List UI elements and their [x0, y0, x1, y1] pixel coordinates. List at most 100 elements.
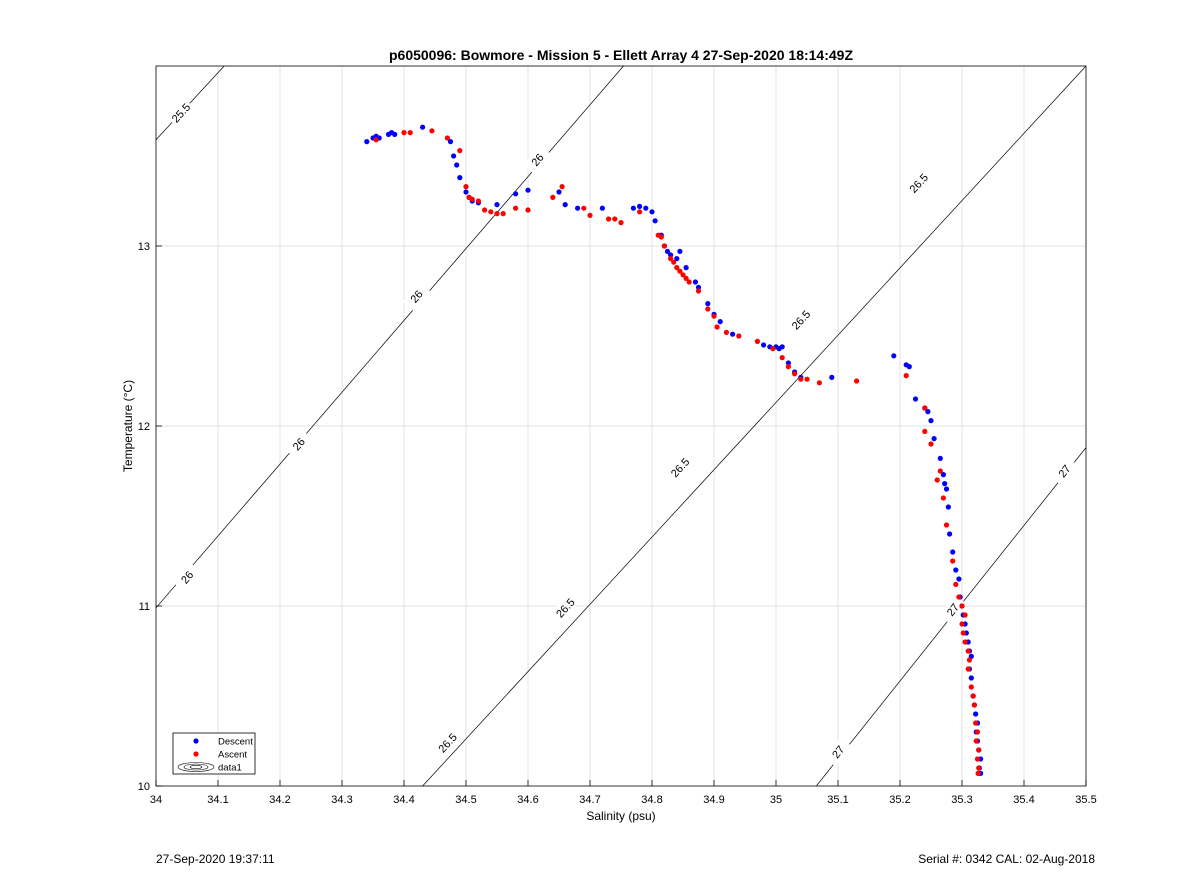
- ascent-point: [956, 594, 962, 600]
- ascent-point: [976, 747, 982, 753]
- grid: [156, 66, 1086, 786]
- ascent-point: [928, 441, 934, 447]
- descent-point: [928, 418, 934, 424]
- ascent-point: [714, 324, 720, 330]
- ascent-point: [962, 639, 968, 645]
- x-tick-label: 34.9: [703, 794, 724, 806]
- axis-ticks: 34 34.1 34.2 34.3 34.4 34.5 34.6 34.7 34.8 34.9 35…: [138, 241, 1097, 806]
- y-tick-label: 11: [139, 601, 150, 613]
- ascent-point: [674, 265, 680, 271]
- descent-point: [953, 567, 959, 573]
- ascent-point: [401, 130, 407, 136]
- descent-point: [494, 202, 500, 208]
- ascent-point: [457, 148, 463, 154]
- ascent-point: [922, 405, 928, 411]
- descent-point: [717, 319, 723, 325]
- footer-timestamp: 27-Sep-2020 19:37:11: [156, 852, 275, 866]
- descent-point: [556, 189, 562, 195]
- legend-ascent-marker: [193, 751, 199, 757]
- ascent-point: [854, 378, 860, 384]
- descent-point: [829, 374, 835, 380]
- ascent-point: [494, 211, 500, 217]
- contour-label-bg: [786, 305, 815, 335]
- descent-point: [420, 124, 426, 130]
- descent-point: [664, 248, 671, 254]
- ascent-point: [618, 220, 624, 226]
- ascent-point: [736, 333, 742, 339]
- legend-descent-marker: [193, 738, 199, 744]
- ascent-point: [637, 209, 643, 215]
- ascent-point: [407, 130, 413, 136]
- x-tick-label: 34: [150, 794, 162, 806]
- ascent-point: [488, 209, 494, 215]
- ascent-point: [711, 313, 717, 319]
- y-tick-label: 10: [138, 781, 150, 793]
- ascent-point: [705, 306, 711, 312]
- descent-point: [652, 218, 658, 224]
- descent-point: [950, 549, 956, 555]
- contour-label-bg: [665, 453, 694, 482]
- x-tick-label: 34.6: [517, 794, 538, 806]
- descent-point: [947, 531, 953, 537]
- descent-point: [912, 396, 919, 402]
- ascent-point: [960, 630, 966, 636]
- ascent-point: [971, 702, 978, 708]
- descent-point: [942, 481, 948, 487]
- legend-data1-label: data1: [218, 763, 242, 774]
- chart-title: p6050096: Bowmore - Mission 5 - Ellett A…: [389, 47, 853, 63]
- descent-point: [730, 331, 736, 337]
- ascent-point: [940, 495, 947, 501]
- descent-point: [454, 162, 460, 168]
- descent-point: [463, 189, 469, 195]
- legend-contour-icon: [177, 762, 215, 772]
- contour-line-26.5: [422, 65, 1087, 787]
- descent-point: [945, 504, 951, 510]
- ascent-point: [903, 373, 909, 379]
- descent-point: [925, 409, 931, 415]
- contour-label-bg: [173, 562, 201, 592]
- contour-label-bg: [939, 595, 967, 625]
- x-tick-label: 35.3: [951, 794, 972, 806]
- descent-point: [562, 202, 568, 208]
- ascent-point: [962, 612, 968, 618]
- x-tick-label: 34.4: [393, 794, 414, 806]
- x-tick-label: 34.3: [331, 794, 352, 806]
- ascent-point: [475, 198, 481, 204]
- ascent-point: [373, 137, 379, 143]
- descent-point: [968, 675, 974, 681]
- ascent-point: [559, 184, 565, 190]
- ascent-point: [680, 272, 686, 278]
- descent-point: [779, 344, 785, 350]
- contour-label: 27: [830, 744, 847, 761]
- ascent-point: [661, 243, 668, 249]
- ascent-point: [965, 666, 971, 672]
- descent-point: [973, 711, 979, 717]
- descent-point: [649, 209, 655, 215]
- descent-point: [674, 256, 680, 262]
- y-axis-label: Temperature (°C): [121, 380, 135, 472]
- contour-label-bg: [284, 429, 313, 459]
- ascent-point: [970, 693, 976, 699]
- ascent-point: [513, 205, 519, 211]
- ascent-point: [668, 256, 674, 262]
- ascent-point: [677, 268, 683, 274]
- ascent-point: [500, 211, 506, 217]
- contour-line-26: [155, 65, 624, 609]
- descent-point: [575, 205, 581, 211]
- ascent-point: [973, 720, 979, 726]
- x-tick-label: 35: [770, 794, 782, 806]
- x-tick-label: 34.2: [269, 794, 290, 806]
- contour-label: 27: [945, 602, 962, 619]
- ascent-point: [723, 329, 730, 335]
- ascent-point: [444, 135, 450, 141]
- descent-point: [599, 205, 606, 211]
- ascent-point: [550, 194, 556, 200]
- x-tick-label: 35.5: [1075, 794, 1096, 806]
- ascent-point: [429, 128, 435, 134]
- x-tick-label: 34.5: [455, 794, 476, 806]
- descent-point: [630, 205, 637, 211]
- ascent-point: [770, 346, 776, 352]
- footer-serial-cal: Serial #: 0342 CAL: 02-Aug-2018: [918, 852, 1095, 866]
